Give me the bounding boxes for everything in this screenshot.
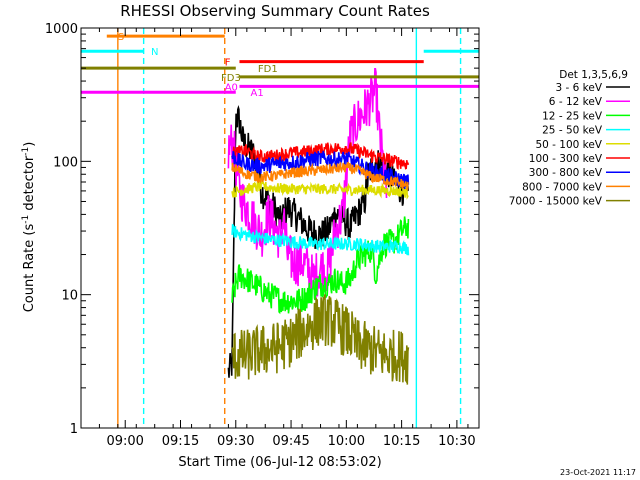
series-6-12-kev [227, 68, 388, 298]
x-axis-label: Start Time (06-Jul-12 08:53:02) [178, 455, 381, 470]
series-12-25-kev [231, 216, 410, 315]
flag-label-n: N [151, 47, 158, 58]
flag-label-s: S [118, 32, 124, 43]
x-tick-label: 10:15 [383, 434, 420, 449]
date-stamp: 23-Oct-2021 11:17 [560, 468, 636, 477]
flag-label-fd1: FD1 [258, 64, 278, 75]
x-tick-label: 10:30 [438, 434, 475, 449]
legend-entry-25-50-kev: 25 - 50 keV [542, 125, 603, 137]
x-tick-label: 09:15 [162, 434, 199, 449]
legend-entry-300-800-kev: 300 - 800 keV [529, 167, 603, 179]
y-axis-label-part-3: ) [22, 142, 37, 147]
flag-label-fd3: FD3 [221, 73, 241, 84]
y-axis-label-part-2: detector [22, 155, 37, 215]
series-800-7000-kev [231, 161, 409, 191]
y-tick-label: 1 [70, 422, 78, 437]
x-tick-label: 09:00 [106, 434, 143, 449]
x-tick-label: 10:00 [328, 434, 365, 449]
y-axis-label-part-1: Count Rate (s [22, 224, 37, 313]
y-tick-label: 1000 [45, 22, 78, 37]
axes-group: 09:00 09:15 09:30 09:45 10:00 10:15 10:30 1 10 10… [45, 22, 480, 449]
flag-label-a1: A1 [251, 88, 264, 99]
flag-label-f: F [225, 58, 231, 69]
y-tick-label: 100 [53, 155, 78, 170]
y-axis-label: Count Rate (s-1 detector-1) [21, 142, 37, 313]
legend-entry-800-7000-kev: 800 - 7000 keV [522, 181, 603, 193]
legend-entry-100-300-kev: 100 - 300 keV [529, 153, 603, 165]
series-300-800-kev [231, 150, 410, 189]
legend-entry-50-100-kev: 50 - 100 keV [535, 139, 602, 151]
legend-title: Det 1,3,5,6,9 [559, 69, 628, 81]
chart-title: RHESSI Observing Summary Count Rates [120, 2, 430, 20]
flag-label-a0: A0 [225, 82, 238, 93]
series-25-50-kev [231, 223, 410, 256]
series-group [227, 68, 410, 385]
plot-frame [80, 27, 480, 429]
x-tick-label: 09:30 [217, 434, 254, 449]
y-axis-label-sup-1: -1 [21, 215, 31, 224]
legend: Det 1,3,5,6,93 - 6 keV 6 - 12 keV 12 - 25 … [509, 69, 630, 208]
series-7000-15000-kev [231, 294, 410, 385]
series-50-100-kev [231, 179, 409, 200]
y-axis-label-sup-2: -1 [21, 147, 31, 156]
legend-entry-7000-15000-kev: 7000 - 15000 keV [509, 196, 603, 208]
legend-entry-12-25-kev: 12 - 25 keV [542, 110, 603, 122]
legend-entry-6-12-kev: 6 - 12 keV [549, 96, 603, 108]
series-100-300-kev [231, 142, 410, 170]
legend-entry-3-6-kev: 3 - 6 keV [555, 82, 602, 94]
y-tick-label: 10 [61, 289, 78, 304]
vertical-markers-group [117, 28, 462, 428]
x-tick-label: 09:45 [272, 434, 309, 449]
